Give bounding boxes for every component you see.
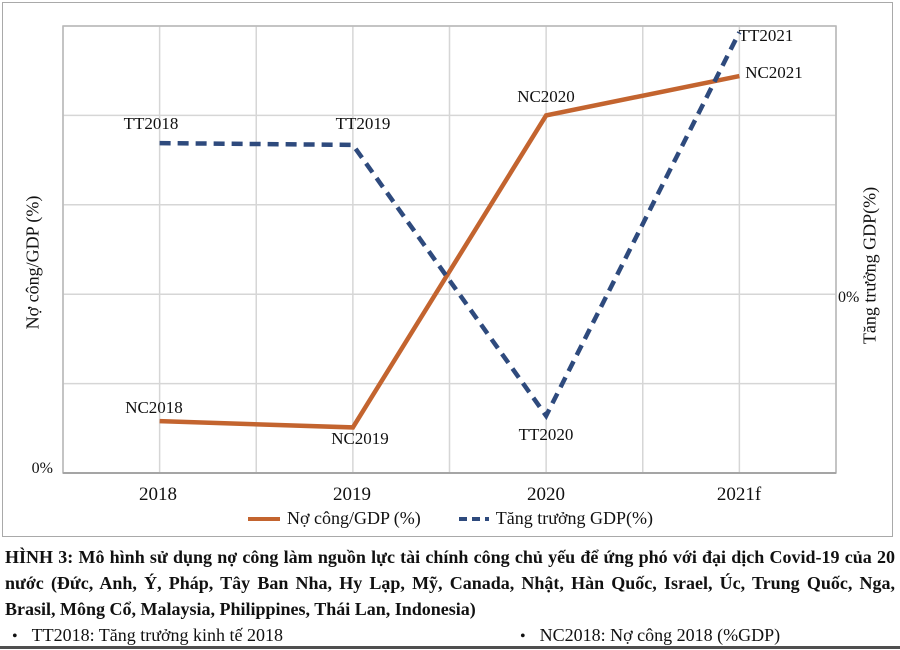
series-line-growth [159, 31, 742, 421]
point-label-tt2020: TT2020 [518, 425, 574, 444]
caption-line-2: nước (Đức, Anh, Ý, Pháp, Tây Ban Nha, Hy… [5, 573, 895, 593]
series-line-debt [159, 73, 740, 430]
caption-line-3: Brasil, Mông Cổ, Malaysia, Philippines, … [5, 599, 476, 619]
footnote-tt2018: • TT2018: Tăng trưởng kinh tế 2018 [12, 625, 520, 646]
point-label-tt2019: TT2019 [335, 114, 391, 133]
caption-line-1: HÌNH 3: Mô hình sử dụng nợ công làm nguồ… [5, 547, 895, 567]
x-tick-2021f: 2021f [716, 484, 762, 505]
point-label-nc2018: NC2018 [125, 398, 183, 417]
point-label-nc2021: NC2021 [745, 63, 803, 82]
growth-line-swatch-icon [458, 516, 489, 521]
chart-legend: Nợ công/GDP (%) Tăng trưởng GDP(%) [5, 508, 896, 529]
legend-label-growth: Tăng trưởng GDP(%) [495, 508, 654, 528]
point-label-tt2021: TT2021 [738, 26, 794, 45]
point-label-tt2018: TT2018 [123, 114, 179, 133]
footnote-nc2018: • NC2018: Nợ công 2018 (%GDP) [520, 625, 780, 646]
left-axis-title: Nợ công/GDP (%) [22, 195, 43, 330]
point-label-nc2020: NC2020 [517, 87, 575, 106]
legend-item-growth: Tăng trưởng GDP(%) [458, 508, 654, 529]
left-axis-zero-label: 0% [31, 460, 53, 477]
footnote-tt2018-text: TT2018: Tăng trưởng kinh tế 2018 [31, 625, 284, 645]
bullet-icon: • [12, 628, 18, 645]
x-tick-2020: 2020 [527, 484, 565, 505]
debt-line-swatch-icon [247, 516, 280, 521]
chart-figure: Nợ công/GDP (%) Tăng trưởng GDP(%) 0% 0%… [2, 2, 893, 537]
figure-caption: HÌNH 3: Mô hình sử dụng nợ công làm nguồ… [5, 544, 895, 622]
right-axis-title: Tăng trưởng GDP(%) [859, 186, 880, 345]
legend-item-debt: Nợ công/GDP (%) [247, 508, 421, 529]
x-tick-2019: 2019 [333, 484, 371, 505]
line-chart-canvas [62, 25, 837, 474]
right-axis-zero-label: 0% [838, 289, 860, 306]
bullet-icon: • [520, 628, 526, 645]
legend-label-debt: Nợ công/GDP (%) [286, 508, 421, 528]
bottom-divider [0, 646, 900, 649]
footnote-nc2018-text: NC2018: Nợ công 2018 (%GDP) [539, 625, 781, 645]
legend-notes: • TT2018: Tăng trưởng kinh tế 2018 • NC2… [0, 625, 900, 646]
point-label-nc2019: NC2019 [331, 429, 389, 448]
x-tick-2018: 2018 [139, 484, 177, 505]
